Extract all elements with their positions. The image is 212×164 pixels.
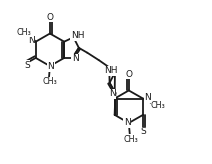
Text: N: N [124,118,131,127]
Text: CH₃: CH₃ [42,78,57,86]
Text: CH₃: CH₃ [124,135,138,144]
Text: N: N [28,36,35,45]
Text: N: N [145,93,151,102]
Text: N: N [47,62,54,71]
Text: S: S [140,127,146,136]
Text: NH: NH [104,66,117,75]
Text: S: S [24,61,30,70]
Text: O: O [46,13,53,22]
Text: O: O [125,70,132,79]
Text: CH₃: CH₃ [151,101,166,110]
Text: N: N [72,54,79,63]
Text: CH₃: CH₃ [17,28,31,37]
Text: N: N [109,89,116,98]
Text: NH: NH [71,31,84,40]
